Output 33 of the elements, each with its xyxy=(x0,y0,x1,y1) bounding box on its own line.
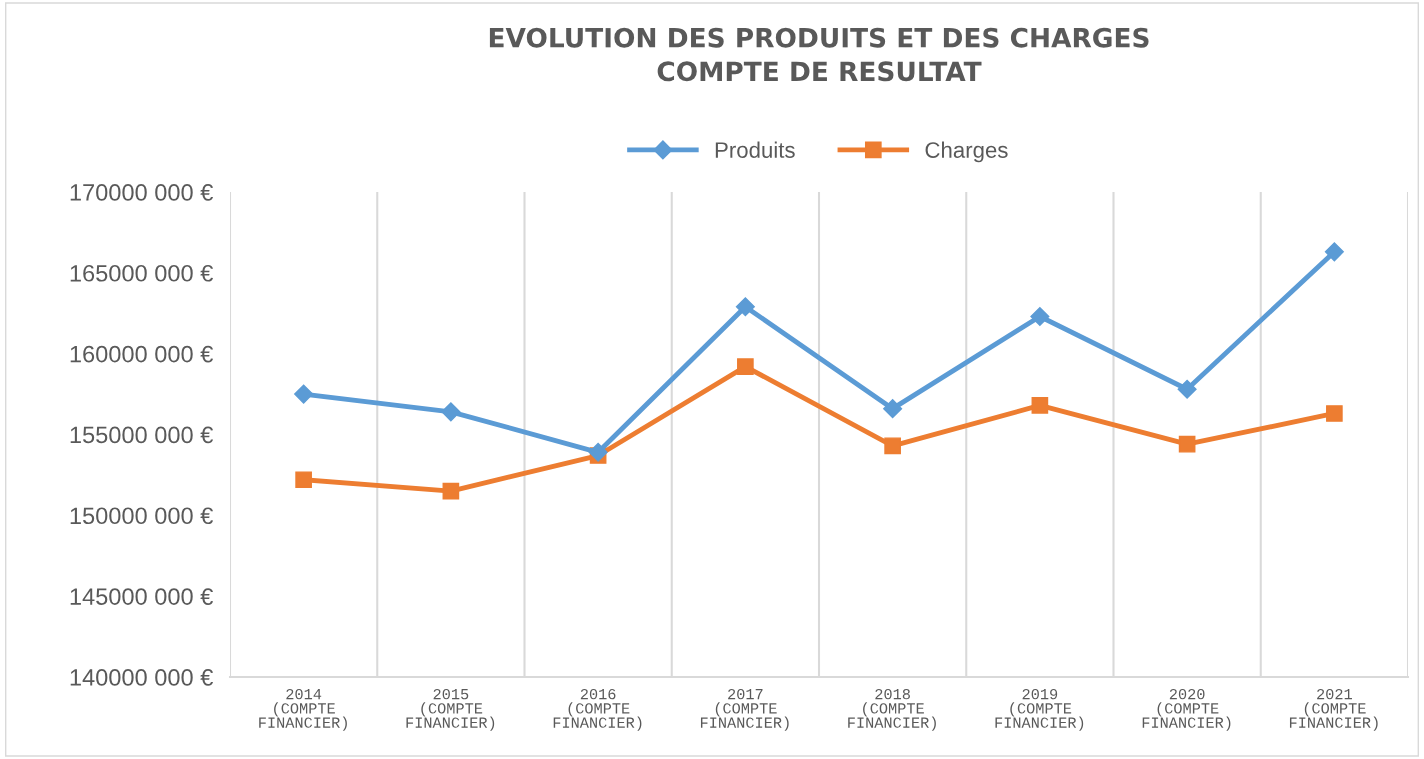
x-tick-label: 2017 (COMPTE FINANCIER) xyxy=(700,688,789,731)
point xyxy=(1030,306,1050,327)
point xyxy=(737,358,754,375)
point xyxy=(441,402,461,422)
point xyxy=(588,442,608,462)
y-tick-label: 150000 000 € xyxy=(70,507,214,525)
point xyxy=(294,384,314,404)
point xyxy=(295,471,312,489)
legend-label: Charges xyxy=(925,141,1008,163)
point xyxy=(1326,405,1343,422)
x-tick-label: 2021 (COMPTE FINANCIER) xyxy=(1289,688,1378,731)
x-tick-label: 2018 (COMPTE FINANCIER) xyxy=(848,688,936,731)
point xyxy=(1177,379,1197,399)
y-tick-label: 165000 000 € xyxy=(70,264,214,282)
x-tick-label: 2019 (COMPTE FINANCIER) xyxy=(995,688,1084,731)
point xyxy=(735,297,755,317)
x-tick-label: 2015 (COMPTE FINANCIER) xyxy=(406,688,495,731)
chart-title: EVOLUTION DES PRODUITS ET DES CHARGES COMPTE DE RESULTAT xyxy=(489,27,1149,82)
point xyxy=(1178,435,1196,453)
y-tick-label: 160000 000 € xyxy=(70,345,214,363)
point xyxy=(884,437,901,455)
y-tick-label: 155000 000 € xyxy=(70,426,214,444)
point xyxy=(883,399,903,419)
point xyxy=(1324,242,1344,262)
y-tick-label: 140000 000 € xyxy=(70,669,214,686)
y-tick-label: 145000 000 € xyxy=(70,588,214,605)
legend-label: Produits xyxy=(715,141,795,158)
y-tick-label: 170000 000 € xyxy=(70,184,214,201)
point xyxy=(442,482,460,500)
x-tick-label: 2016 (COMPTE FINANCIER) xyxy=(553,688,642,731)
x-tick-label: 2020 (COMPTE FINANCIER) xyxy=(1142,688,1231,731)
x-tick-label: 2014 (COMPTE FINANCIER) xyxy=(259,688,347,731)
point xyxy=(1031,397,1049,414)
